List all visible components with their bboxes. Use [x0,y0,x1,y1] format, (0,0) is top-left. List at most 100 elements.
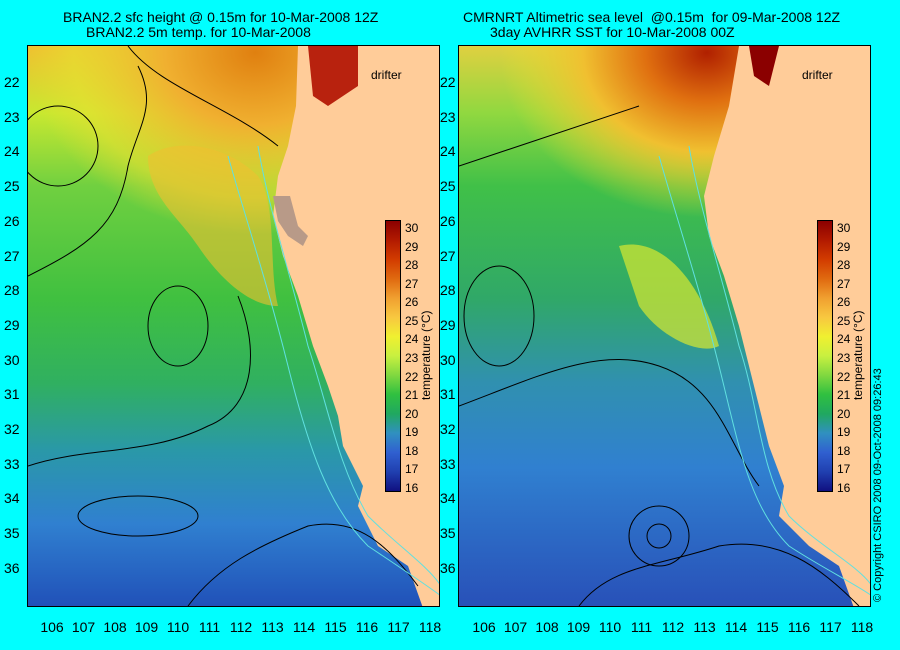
lat-tick-label: 22 [440,74,456,90]
lat-tick-label: 22 [4,74,20,90]
colorbar-tick-label: 25 [837,313,851,328]
lon-tick-label: 107 [503,619,528,635]
lat-tick-label: 31 [4,386,20,403]
right-map-svg [459,46,870,606]
lon-tick-label: 110 [598,619,622,635]
lat-tick-label: 26 [4,212,20,229]
lon-tick-label: 107 [71,619,96,635]
lon-tick-label: 112 [229,619,253,635]
colorbar-tick-label: 18 [837,443,851,458]
lon-tick-label: 108 [535,619,559,635]
colorbar-gradient [817,220,833,492]
lon-tick-label: 115 [756,619,779,635]
left-map-svg [28,46,439,606]
lat-tick-label: 23 [440,108,456,125]
lat-tick-label: 28 [440,282,456,299]
colorbar-tick-label: 26 [837,295,851,310]
left-map-panel: drifter [27,45,440,607]
lat-tick-label: 33 [440,455,456,472]
colorbar-tick-label: 22 [837,369,851,384]
lon-tick-label: 117 [819,619,842,635]
lat-tick-label: 30 [4,351,20,368]
lat-tick-label: 36 [4,559,20,576]
lon-tick-label: 116 [355,619,379,635]
lon-tick-label: 114 [292,619,316,635]
right-title-line1: CMRNRT Altimetric sea level @0.15m for 0… [463,9,841,25]
lon-tick-label: 113 [693,619,716,635]
colorbar-tick-label: 25 [405,313,419,328]
colorbar-tick-label: 30 [837,221,851,235]
colorbar-tick-label: 19 [405,425,419,440]
colorbar-tick-label: 21 [405,388,419,403]
lon-tick-label: 110 [166,619,190,635]
lat-tick-label: 34 [440,490,456,507]
lat-tick-label: 25 [440,178,456,195]
lon-tick-label: 115 [324,619,347,635]
lat-tick-label: 31 [440,386,456,403]
lat-tick-label: 30 [440,351,456,368]
lon-tick-label: 106 [40,619,64,635]
lon-tick-label: 108 [103,619,127,635]
colorbar-tick-label: 24 [405,332,419,347]
colorbar-tick-label: 18 [405,443,419,458]
colorbar-tick-label: 16 [837,481,851,495]
lat-tick-label: 24 [4,143,20,160]
lat-tick-label: 35 [440,525,456,542]
colorbar-tick-label: 21 [837,388,851,403]
colorbar-tick-label: 30 [405,221,419,235]
right-map-panel: drifter [458,45,871,607]
lon-tick-label: 117 [387,619,410,635]
right-title-line2: 3day AVHRR SST for 10-Mar-2008 00Z [490,24,735,40]
lon-tick-label: 106 [472,619,496,635]
lon-tick-label: 114 [724,619,748,635]
left-drifter-label: drifter [371,68,402,82]
colorbar-tick-label: 29 [405,239,419,254]
colorbar-tick-label: 28 [405,258,419,273]
colorbar-tick-label: 17 [405,462,419,477]
lat-tick-label: 34 [4,490,20,507]
lat-tick-label: 28 [4,282,20,299]
left-title-line2: BRAN2.2 5m temp. for 10-Mar-2008 [86,24,311,40]
colorbar-tick-label: 17 [837,462,851,477]
lon-tick-label: 111 [198,619,221,635]
colorbar-tick-label: 27 [837,276,851,291]
left-title-line1: BRAN2.2 sfc height @ 0.15m for 10-Mar-20… [63,9,379,25]
colorbar-tick-label: 24 [837,332,851,347]
colorbar-gradient [385,220,401,492]
lat-tick-label: 32 [440,421,456,437]
colorbar-tick-label: 20 [837,406,851,421]
lat-tick-label: 24 [440,143,456,160]
lat-tick-label: 29 [4,316,20,333]
colorbar-tick-label: 27 [405,276,419,291]
lat-tick-label: 35 [4,525,20,542]
copyright-text: © Copyright CSIRO 2008 09-Oct-2008 09:26… [872,368,884,602]
lat-tick-label: 32 [4,421,20,437]
lat-tick-label: 33 [4,455,20,472]
lat-tick-label: 27 [440,247,456,264]
lon-tick-label: 112 [661,619,685,635]
lat-tick-label: 29 [440,316,456,333]
colorbar-tick-label: 28 [837,258,851,273]
lon-tick-label: 109 [134,619,159,635]
lon-tick-label: 113 [261,619,284,635]
lat-tick-label: 23 [4,108,20,125]
lat-tick-label: 27 [4,247,20,264]
colorbar-tick-label: 29 [837,239,851,254]
lon-tick-label: 118 [418,619,442,635]
lon-tick-label: 116 [787,619,811,635]
colorbar-tick-label: 26 [405,295,419,310]
colorbar-tick-label: 19 [837,425,851,440]
colorbar-tick-label: 23 [837,351,851,365]
colorbar-tick-label: 22 [405,369,419,384]
left-colorbar-title: temperature (°C) [419,310,433,401]
lon-tick-label: 111 [630,619,653,635]
colorbar-tick-label: 20 [405,406,419,421]
lon-tick-label: 118 [850,619,874,635]
lat-tick-label: 36 [440,559,456,576]
colorbar-tick-label: 16 [405,481,419,495]
lat-tick-label: 26 [440,212,456,229]
colorbar-tick-label: 23 [405,351,419,365]
right-drifter-label: drifter [802,68,833,82]
lat-tick-label: 25 [4,178,20,195]
right-colorbar-title: temperature (°C) [851,310,865,401]
